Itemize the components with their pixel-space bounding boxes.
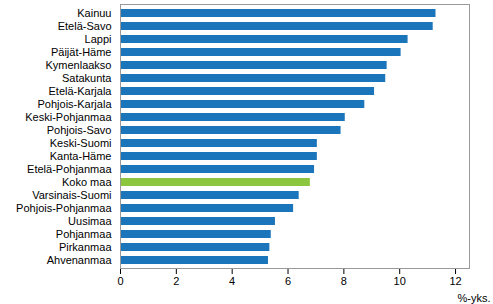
svg-text:2: 2 (173, 275, 179, 287)
svg-text:8: 8 (341, 275, 347, 287)
svg-text:Koko maa: Koko maa (62, 176, 112, 188)
svg-text:Päijät-Häme: Päijät-Häme (51, 46, 112, 58)
svg-text:10: 10 (394, 275, 406, 287)
svg-text:12: 12 (449, 275, 461, 287)
svg-text:Varsinais-Suomi: Varsinais-Suomi (32, 189, 111, 201)
svg-text:4: 4 (229, 275, 235, 287)
svg-text:Keski-Suomi: Keski-Suomi (50, 137, 112, 149)
svg-text:Kainuu: Kainuu (77, 7, 111, 19)
svg-text:%-yks.: %-yks. (458, 292, 491, 304)
svg-text:Ahvenanmaa: Ahvenanmaa (47, 254, 113, 266)
svg-text:Kanta-Häme: Kanta-Häme (50, 150, 112, 162)
svg-text:6: 6 (285, 275, 291, 287)
svg-text:Pohjois-Pohjanmaa: Pohjois-Pohjanmaa (16, 202, 112, 214)
svg-text:Uusimaa: Uusimaa (68, 215, 112, 227)
svg-text:Etelä-Karjala: Etelä-Karjala (49, 85, 113, 97)
svg-text:Pirkanmaa: Pirkanmaa (59, 241, 112, 253)
svg-text:Kymenlaakso: Kymenlaakso (45, 59, 111, 71)
svg-text:Pohjois-Savo: Pohjois-Savo (47, 124, 112, 136)
svg-text:Etelä-Pohjanmaa: Etelä-Pohjanmaa (27, 163, 112, 175)
svg-text:0: 0 (117, 275, 123, 287)
svg-text:Pohjanmaa: Pohjanmaa (56, 228, 113, 240)
svg-text:Etelä-Savo: Etelä-Savo (58, 20, 112, 32)
svg-text:Keski-Pohjanmaa: Keski-Pohjanmaa (25, 111, 112, 123)
svg-text:Satakunta: Satakunta (62, 72, 112, 84)
svg-text:Pohjois-Karjala: Pohjois-Karjala (38, 98, 113, 110)
svg-text:Lappi: Lappi (85, 33, 112, 45)
